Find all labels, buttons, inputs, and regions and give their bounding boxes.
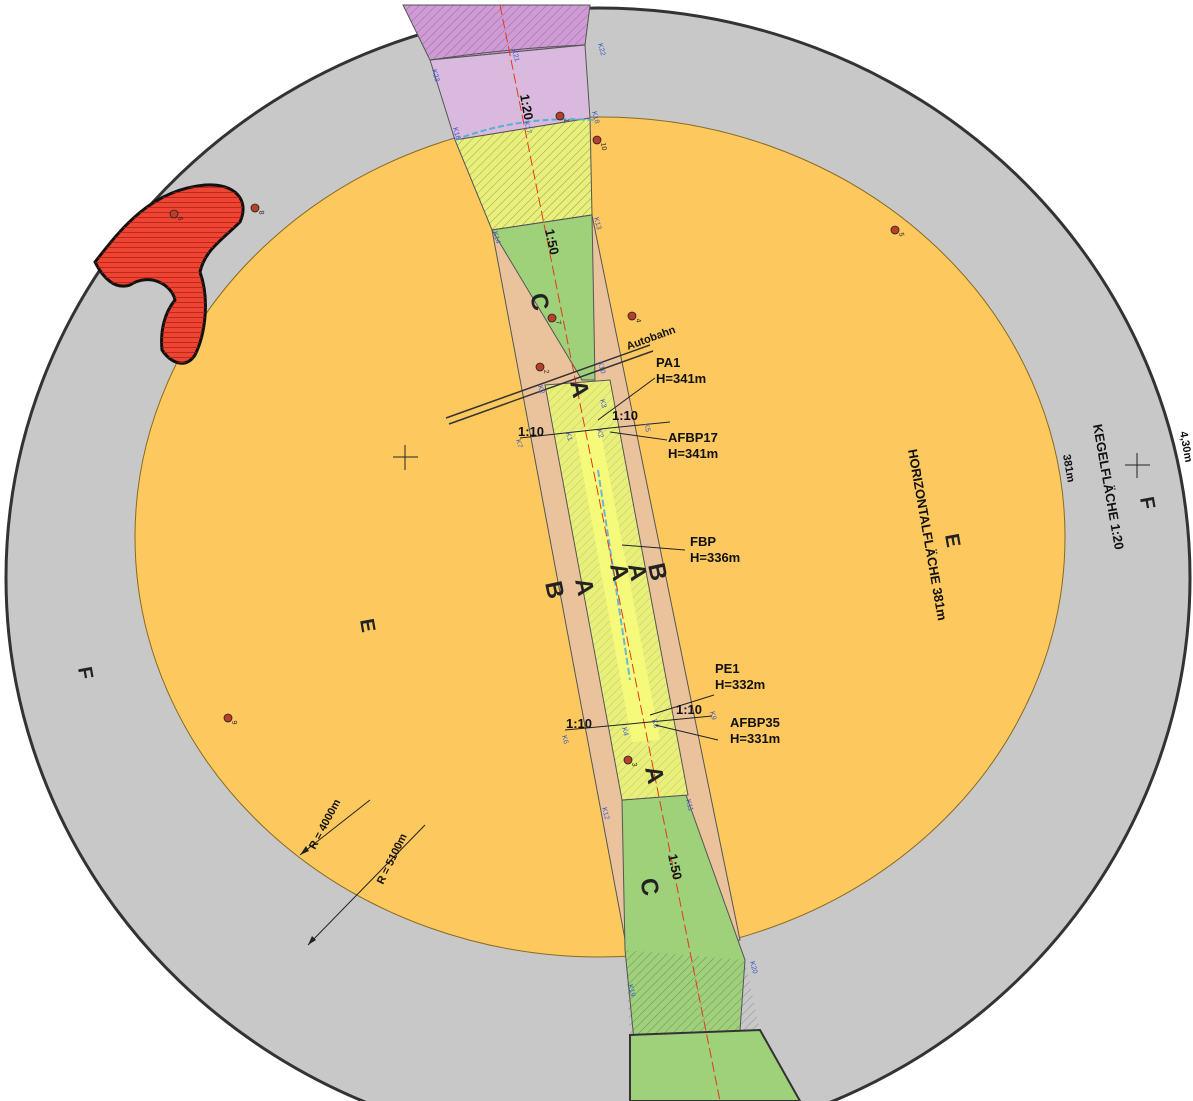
obstacle-markers: 1 2 3 4 5 6 7 8 9 10 [169,111,905,767]
afbp35-height: H=331m [730,731,780,746]
marker-7: 7 [547,313,562,325]
point-code-k18: K18 [590,111,600,125]
marker-6-label: 6 [176,216,184,221]
zone-f-right: F [1135,495,1159,511]
ratio-label-1-50-bottom: 1:50 [665,853,685,882]
zone-b-right: B [642,561,672,584]
approach-hatched-bottom [625,950,760,1035]
marker-7-dot [547,313,557,323]
runway-centerline [499,4,721,1101]
point-code-k5: K5 [642,423,651,433]
marker-6-dot [169,209,179,219]
zone-f-left: F [73,665,97,681]
marker-9-dot [223,713,233,723]
afbp35-name: AFBP35 [730,715,780,730]
ratio-label-1-10-right-top: 1:10 [612,408,638,423]
point-codes: K21 K22 K23 K16 K17 K18 K14 K13 K10 K2 K3 K7 K1 K2 K5 K… [430,43,758,998]
afbp17-name: AFBP17 [668,430,718,445]
ring-height-label: 381m [1060,453,1077,483]
runway-core [575,428,660,742]
marker-5-label: 5 [897,232,905,237]
point-code-k2a: K2 [536,385,545,395]
reference-crosshair-right [1125,453,1150,478]
fbp-name: FBP [690,534,716,549]
point-code-k13: K13 [592,217,602,231]
marker-9: 9 [223,713,238,725]
zone-b-left: B [539,579,569,602]
pe1-name: PE1 [715,661,740,676]
marker-7-label: 7 [554,320,562,325]
ratio-label-1-10-right-bottom: 1:10 [676,702,702,717]
point-code-k21: K21 [510,49,520,63]
pa1-height: H=341m [656,371,706,386]
marker-3: 3 [623,755,638,767]
marker-1-label: 1 [562,118,570,123]
marker-5-dot [890,225,900,235]
reference-crosshair-left [393,445,418,470]
point-code-k11: K11 [684,799,694,812]
edge-cut-label: 4,30m [1177,430,1193,463]
afbp17-height: H=341m [668,446,718,461]
marker-5: 5 [890,225,905,237]
zone-e-right: E [940,532,964,549]
approach-surface-far-bottom [629,1028,802,1101]
ratio-label-1-10-left-bottom: 1:10 [566,716,592,731]
zone-e-left: E [355,617,379,634]
point-code-k3a: K3 [598,399,607,409]
marker-6: 6 [169,209,184,221]
marker-3-dot [623,755,633,765]
zone-a-bottom: A [639,764,669,787]
point-code-k14: K14 [491,231,501,245]
pa1-name: PA1 [656,355,680,370]
point-code-k16: K16 [451,127,461,141]
ratio-label-1-10-left-top: 1:10 [518,424,544,439]
point-code-k8: K8 [650,719,659,729]
ratio-label-1-20: 1:20 [517,93,536,121]
marker-1-dot [555,111,565,121]
marker-10-label: 10 [599,142,607,151]
zone-a-top: A [564,378,594,401]
fbp-height: H=336m [690,550,740,565]
marker-8-label: 8 [257,210,265,215]
approach-transition-band-top [454,117,596,231]
marker-3-label: 3 [630,762,638,767]
point-code-k10: K10 [596,361,606,375]
marker-8: 8 [250,203,265,215]
zone-c-top: C [524,291,554,314]
point-code-k1: K1 [564,432,573,442]
point-code-k17: K17 [522,121,532,135]
marker-2-label: 2 [542,369,550,374]
point-code-k7: K7 [514,439,523,449]
marker-8-dot [250,203,260,213]
marker-4: 4 [627,311,642,323]
zone-c-bottom: C [634,876,664,899]
point-code-k20: K20 [748,961,758,975]
marker-2-dot [535,362,545,372]
zone-a-mid3: A [569,576,599,599]
point-code-k23: K23 [430,69,440,83]
marker-4-dot [627,311,637,321]
point-code-k4: K4 [620,727,629,737]
marker-1: 1 [555,111,570,123]
point-code-k22: K22 [596,43,606,57]
point-code-k6: K6 [560,735,569,745]
pe1-height: H=332m [715,677,765,692]
marker-10-dot [592,135,602,145]
marker-9-label: 9 [230,720,238,725]
point-code-k2: K2 [595,429,604,439]
marker-2: 2 [535,362,550,374]
point-code-k9: K9 [708,711,717,721]
zone-a-mid1: A [622,561,652,584]
marker-10: 10 [592,135,607,151]
marker-4-label: 4 [634,318,642,323]
point-code-k12: K12 [600,807,610,821]
point-code-k19: K19 [626,984,636,998]
zone-a-mid2: A [604,561,634,584]
approach-surface-top [491,214,596,381]
ratio-label-1-50-top: 1:50 [542,228,562,257]
approach-corridor-top [402,4,591,141]
